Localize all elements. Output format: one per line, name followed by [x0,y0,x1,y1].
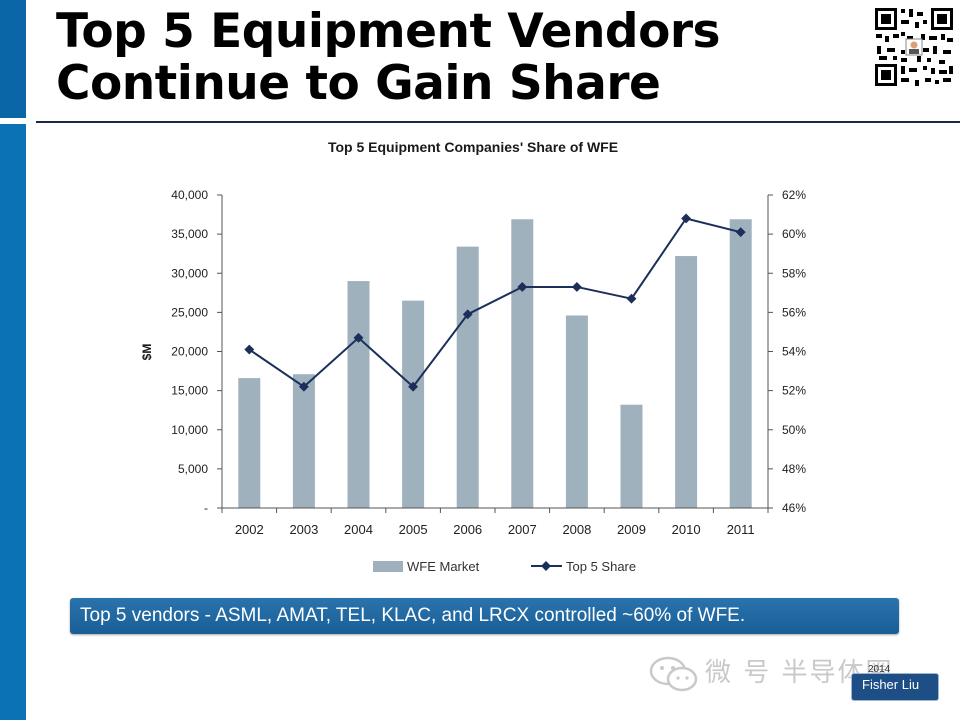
left-tick-label: 30,000 [171,266,208,280]
left-tick-label: 5,000 [178,462,208,476]
wechat-logo-icon [649,656,698,692]
slide-title: Top 5 Equipment Vendors Continue to Gain… [56,6,836,110]
left-tick-label: 15,000 [171,384,208,398]
marker-top5-2006 [462,309,473,320]
left-tick-label: - [204,501,208,515]
x-tick-label: 2002 [235,522,264,537]
marker-top5-2011 [735,227,746,238]
left-accent-bar-top [0,0,26,118]
summary-banner-text: Top 5 vendors - ASML, AMAT, TEL, KLAC, a… [80,605,746,626]
left-tick-label: 25,000 [171,305,208,319]
legend: WFE Market Top 5 Share [373,559,636,574]
marker-top5-2008 [571,281,582,292]
legend-swatch-top5-marker [541,561,551,571]
left-tick-label: 20,000 [171,345,208,359]
bar-wfe-2007 [511,219,534,508]
right-tick-label: 60% [782,227,806,241]
x-tick-label: 2007 [508,522,537,537]
x-tick-label: 2003 [289,522,318,537]
marker-top5-2009 [626,293,637,304]
marker-top5-2007 [517,281,528,292]
left-tick-label: 35,000 [171,227,208,241]
bar-wfe-2006 [456,246,479,508]
summary-banner: Top 5 vendors - ASML, AMAT, TEL, KLAC, a… [70,598,899,634]
bar-wfe-2009 [620,404,643,508]
bar-wfe-2004 [347,281,370,508]
x-tick-label: 2005 [399,522,428,537]
left-axis-label: $M [140,344,154,361]
bar-wfe-2002 [238,378,261,508]
x-tick-label: 2004 [344,522,373,537]
bar-wfe-2005 [402,300,425,508]
left-accent-bar-gap [0,118,26,124]
watermark-date: 2014 [868,664,891,675]
x-tick-label: 2006 [453,522,482,537]
bars-layer [238,219,752,508]
qr-code-icon [873,6,955,88]
slide-title-line2: Continue to Gain Share [56,56,661,111]
author-badge: Fisher Liu [851,673,939,701]
marker-top5-2002 [244,344,255,355]
bar-wfe-2008 [565,315,588,508]
x-tick-label: 2011 [727,522,755,537]
legend-label-top5-share: Top 5 Share [566,559,636,574]
bar-wfe-2003 [292,374,315,508]
line-top5-share [248,217,741,389]
right-tick-label: 62% [782,188,806,202]
x-tick-label: 2010 [672,522,701,537]
left-axis-ticks: - 5,000 10,000 15,000 20,000 25,000 30,000 35,0… [171,188,222,515]
left-tick-label: 10,000 [171,423,208,437]
x-tick-label: 2009 [617,522,646,537]
right-tick-label: 56% [782,305,806,319]
left-tick-label: 40,000 [171,188,208,202]
x-axis-ticks: 2002 2003 2004 2005 2006 2007 2008 2009 2010 2011 [221,508,769,537]
right-tick-label: 58% [782,266,806,280]
author-name: Fisher Liu [862,677,920,692]
legend-swatch-wfe-market [373,561,403,572]
chart-title: Top 5 Equipment Companies' Share of WFE [328,139,618,155]
marker-top5-2005 [408,381,419,392]
right-tick-label: 50% [782,423,806,437]
legend-label-wfe-market: WFE Market [407,559,480,574]
marker-top5-2003 [298,381,309,392]
right-tick-label: 48% [782,462,806,476]
marker-top5-2010 [681,213,692,224]
slide-title-line1: Top 5 Equipment Vendors [56,4,721,59]
bar-wfe-2011 [729,219,752,508]
marker-top5-2004 [353,332,364,343]
bar-wfe-2010 [675,256,698,508]
right-axis-ticks: 46% 48% 50% 52% 54% 56% 58% 60% 62% [768,188,806,515]
line-layer [244,213,746,392]
x-tick-label: 2008 [562,522,591,537]
right-tick-label: 46% [782,501,806,515]
right-tick-label: 54% [782,345,806,359]
title-divider [36,121,960,123]
right-tick-label: 52% [782,384,806,398]
